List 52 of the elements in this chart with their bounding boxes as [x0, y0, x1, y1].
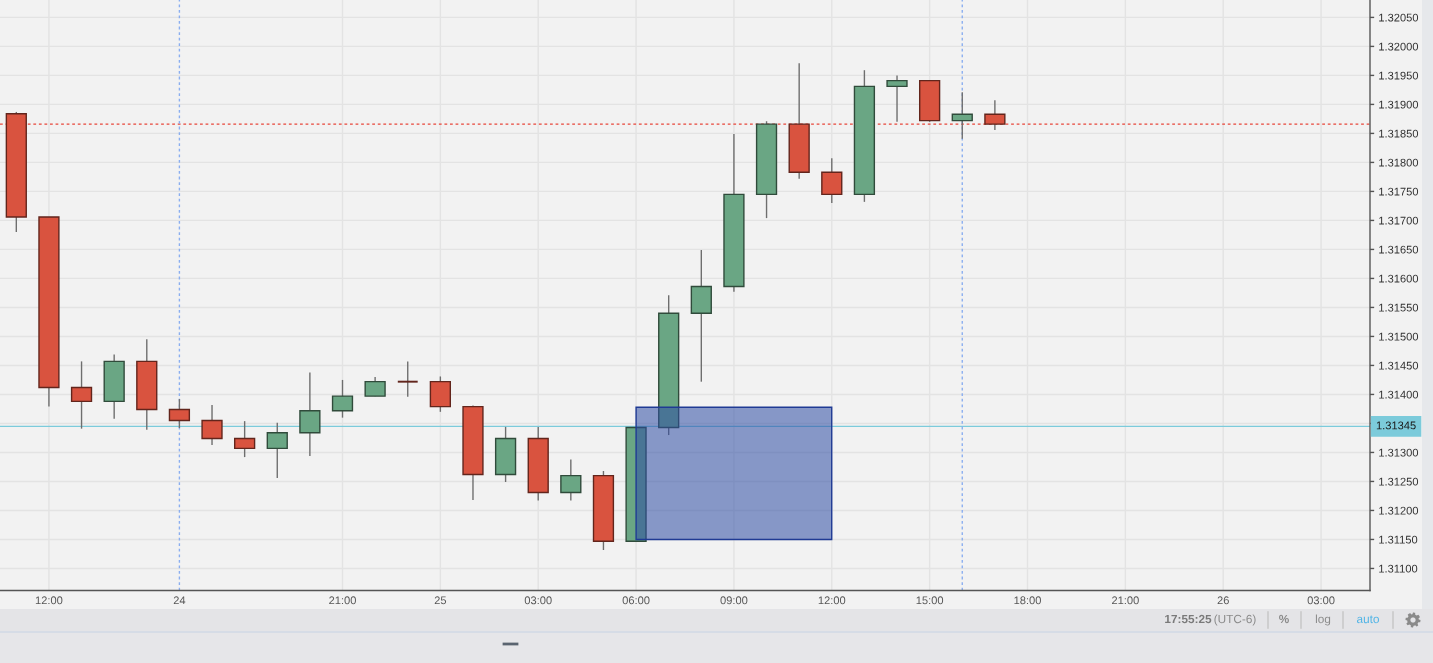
candlestick: [364, 376, 386, 397]
candlestick: [299, 371, 321, 457]
candlestick: [560, 458, 582, 502]
y-tick-label: 1.31850: [1379, 129, 1419, 138]
y-tick-label: 1.31500: [1379, 332, 1419, 341]
candlestick: [70, 360, 93, 430]
candlestick: [886, 74, 908, 123]
y-tick-label: 1.31450: [1379, 361, 1419, 370]
y-tick-label: 1.31600: [1379, 274, 1419, 283]
x-tick-label: 21:00: [329, 596, 356, 605]
y-tick-label: 1.31100: [1379, 564, 1418, 573]
x-tick-label: 12:00: [35, 596, 63, 605]
candlestick: [984, 99, 1006, 131]
y-tick-label: 1.31150: [1379, 535, 1418, 544]
ref-line-label: 1.31345: [1376, 421, 1416, 430]
y-tick-label: 1.31900: [1379, 100, 1419, 109]
x-tick-label: 15:00: [916, 596, 944, 605]
x-tick-label: 06:00: [622, 596, 650, 605]
y-tick-label: 1.32000: [1379, 42, 1419, 51]
x-tick-label: 26: [1217, 596, 1229, 605]
text: 17:55:25: [1165, 614, 1212, 624]
y-tick-label: 1.31700: [1379, 216, 1419, 225]
candlestick: [201, 404, 223, 446]
x-tick-label: 24: [173, 596, 186, 605]
candlestick: [233, 420, 256, 458]
x-tick-label: 09:00: [720, 596, 748, 605]
x-tick-label: 25: [434, 596, 447, 605]
x-tick-label: 18:00: [1014, 596, 1041, 605]
candlestick: [266, 422, 288, 479]
x-tick-label: 03:00: [524, 596, 552, 605]
candlestick: [168, 398, 191, 429]
y-tick-label: 1.31650: [1379, 245, 1419, 254]
y-tick-label: 1.31200: [1379, 506, 1419, 515]
y-tick-label: 1.31300: [1379, 448, 1419, 457]
text: (UTC-6): [1214, 614, 1256, 626]
candlestick: [331, 379, 354, 419]
text: log: [1315, 614, 1331, 626]
y-tick-label: 1.31250: [1379, 477, 1419, 486]
candlestick: [951, 91, 973, 140]
y-tick-label: 1.31950: [1379, 71, 1419, 80]
text: auto: [1357, 615, 1379, 624]
x-tick-label: 03:00: [1307, 596, 1335, 605]
y-tick-label: 1.31750: [1379, 187, 1419, 196]
y-tick-label: 1.31400: [1379, 390, 1419, 399]
text: %: [1279, 614, 1289, 624]
x-tick-label: 21:00: [1112, 596, 1139, 605]
y-tick-label: 1.31550: [1379, 303, 1419, 312]
candlestick: [821, 157, 843, 204]
x-tick-label: 12:00: [818, 596, 846, 605]
y-tick-label: 1.32050: [1379, 13, 1419, 22]
candlestick: [396, 360, 419, 398]
y-tick-label: 1.31800: [1379, 158, 1419, 167]
